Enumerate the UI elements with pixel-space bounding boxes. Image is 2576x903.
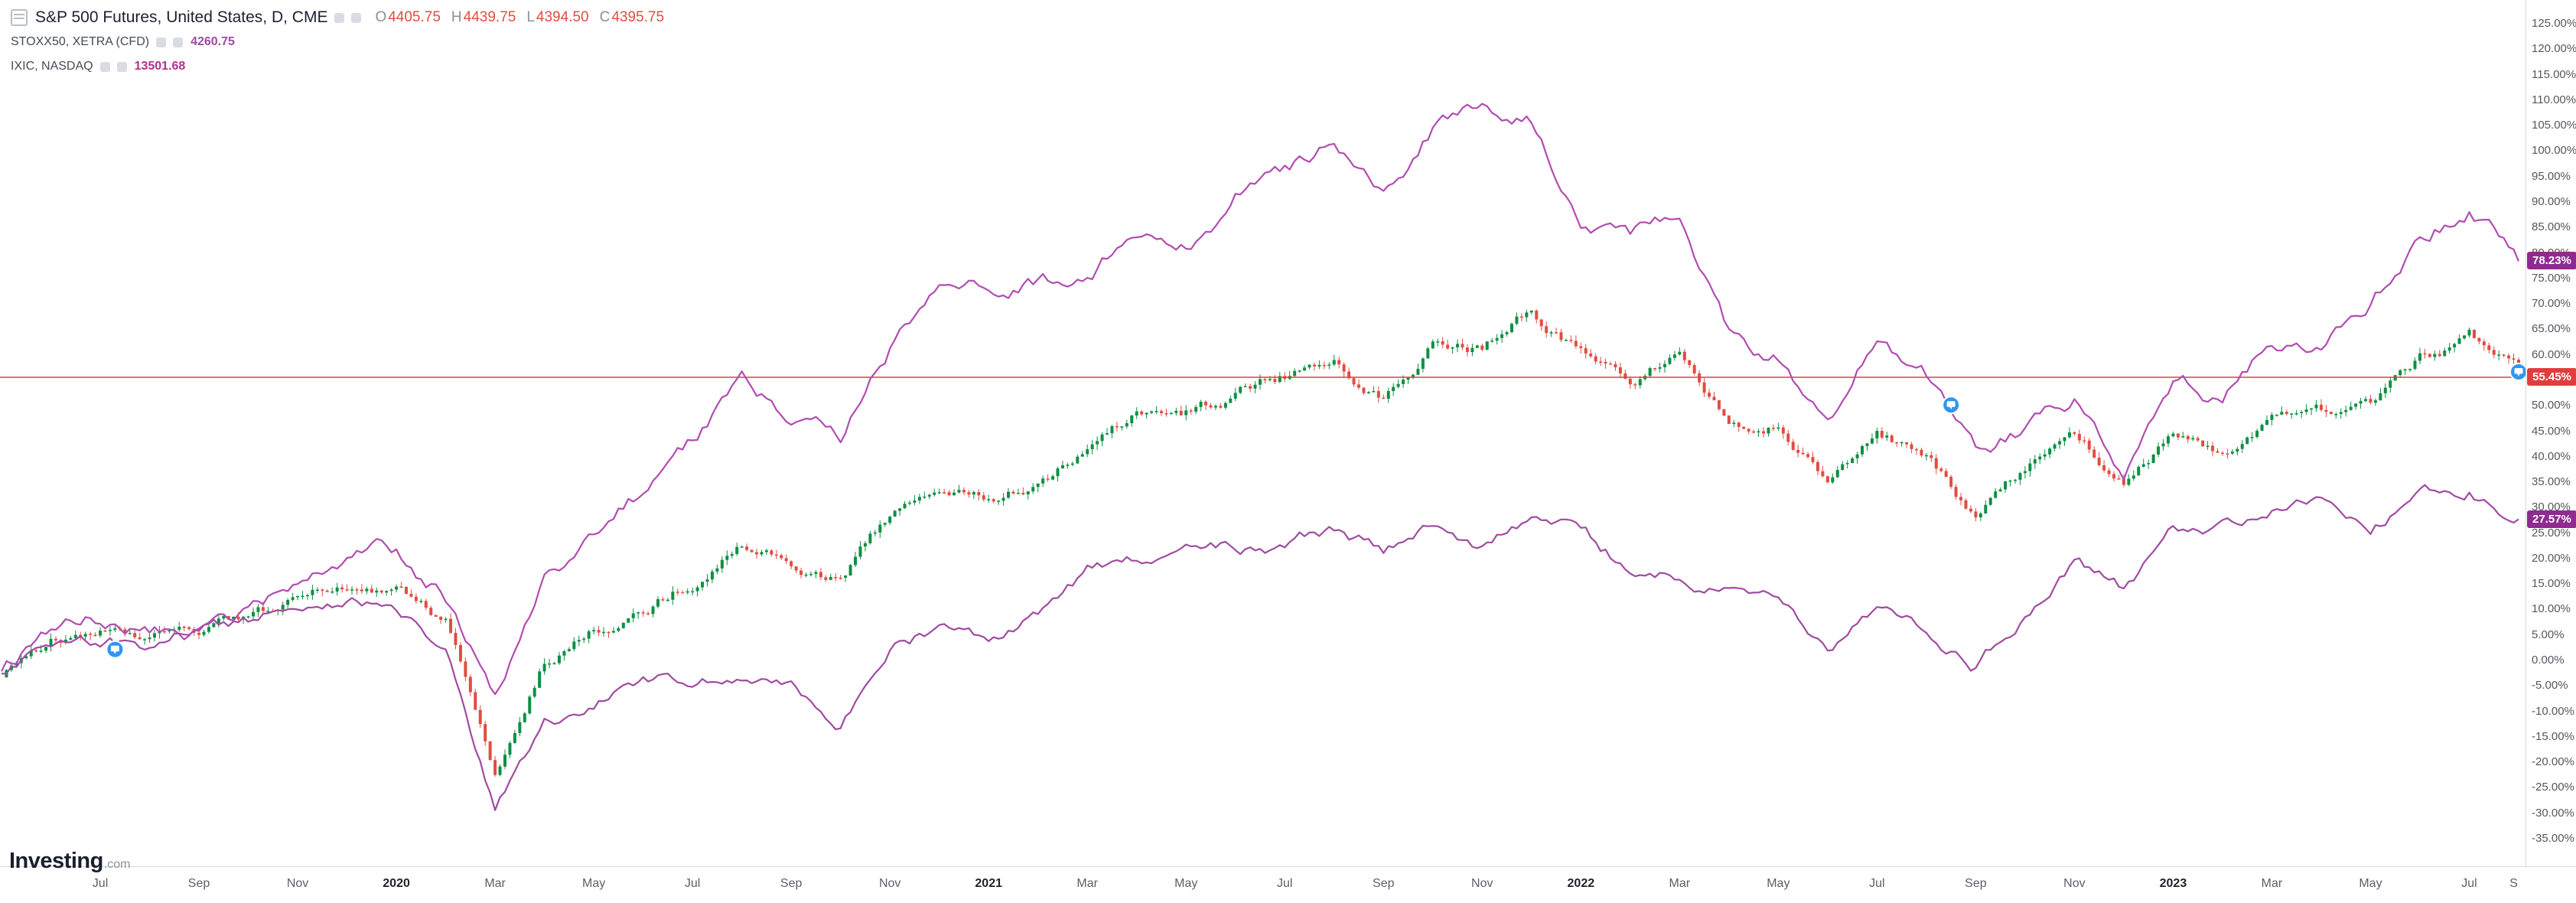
time-axis-month-label: Nov bbox=[2063, 877, 2086, 890]
price-axis-label: -30.00% bbox=[2532, 806, 2574, 820]
price-axis-label: 25.00% bbox=[2532, 526, 2571, 540]
time-axis-year-label: 2023 bbox=[2159, 877, 2187, 890]
overlay-name-ixic: IXIC, NASDAQ bbox=[11, 60, 93, 73]
time-axis[interactable]: Jul Sep Nov 2020 Mar May Jul Sep Nov 2021 Mar May Ju… bbox=[0, 866, 2576, 903]
time-axis-month-label: Sep bbox=[187, 877, 210, 890]
time-axis-month-label: Mar bbox=[2261, 877, 2283, 890]
low-value: 4394.50 bbox=[536, 9, 589, 25]
ohlc-readout: O 4405.75 H 4439.75 L 4394.50 C 4395.75 bbox=[375, 9, 675, 26]
time-axis-month-label: Nov bbox=[286, 877, 309, 890]
time-axis-month-label: Mar bbox=[1669, 877, 1691, 890]
time-axis-month-label: May bbox=[1767, 877, 1790, 890]
overlay-line bbox=[1, 484, 2519, 811]
price-axis-label: 15.00% bbox=[2532, 577, 2571, 591]
price-axis-label: -20.00% bbox=[2532, 755, 2574, 769]
price-tag: 27.57% bbox=[2527, 510, 2576, 528]
price-axis-label: 95.00% bbox=[2532, 169, 2571, 183]
time-axis-month-label: Jul bbox=[92, 877, 109, 890]
price-axis-label: 45.00% bbox=[2532, 424, 2571, 438]
price-axis-label: 70.00% bbox=[2532, 297, 2571, 311]
time-axis-month-label: Jul bbox=[1869, 877, 1885, 890]
price-axis-label: 100.00% bbox=[2532, 144, 2576, 158]
price-axis-label: -35.00% bbox=[2532, 832, 2574, 845]
logo-brand-text: Investing bbox=[9, 849, 103, 873]
time-axis-month-label: S bbox=[2509, 877, 2518, 890]
close-label: C bbox=[599, 9, 611, 25]
time-axis-year-label: 2021 bbox=[975, 877, 1002, 890]
price-axis-label: 50.00% bbox=[2532, 399, 2571, 412]
time-axis-month-label: Jul bbox=[684, 877, 701, 890]
time-axis-month-label: May bbox=[581, 877, 606, 890]
investing-logo: Investing .com bbox=[9, 849, 130, 874]
time-axis-month-label: May bbox=[1174, 877, 1198, 890]
price-tag: 78.23% bbox=[2527, 252, 2576, 270]
open-label: O bbox=[375, 9, 387, 25]
overlay-settings-icon[interactable] bbox=[116, 61, 127, 72]
overlay-name-stoxx: STOXX50, XETRA (CFD) bbox=[11, 35, 150, 48]
price-axis-label: 65.00% bbox=[2532, 322, 2571, 336]
time-axis-year-label: 2020 bbox=[383, 877, 410, 890]
high-label: H bbox=[451, 9, 462, 25]
chart-style-icon[interactable] bbox=[334, 12, 345, 23]
legend-main-row: S&P 500 Futures, United States, D, CME O… bbox=[11, 6, 675, 29]
time-axis-year-label: 2022 bbox=[1567, 877, 1595, 890]
legend-overlay-row-stoxx: STOXX50, XETRA (CFD) 4260.75 bbox=[11, 31, 675, 54]
high-value: 4439.75 bbox=[463, 9, 516, 25]
time-axis-month-label: Mar bbox=[1076, 877, 1098, 890]
candlestick-series bbox=[5, 309, 2520, 777]
time-axis-month-label: Sep bbox=[1373, 877, 1395, 890]
time-axis-month-label: Nov bbox=[878, 877, 901, 890]
price-axis-label: -25.00% bbox=[2532, 781, 2574, 794]
time-axis-month-label: Sep bbox=[780, 877, 803, 890]
price-axis-label: 125.00% bbox=[2532, 17, 2576, 30]
symbol-title: S&P 500 Futures, United States, D, CME bbox=[35, 8, 328, 26]
price-axis-label: -15.00% bbox=[2532, 729, 2574, 743]
overlay-visibility-icon[interactable] bbox=[99, 61, 110, 72]
overlay-value-stoxx: 4260.75 bbox=[191, 35, 235, 48]
price-axis-label: 40.00% bbox=[2532, 449, 2571, 463]
price-axis-label: 120.00% bbox=[2532, 42, 2576, 56]
price-axis-label: 5.00% bbox=[2532, 628, 2565, 641]
symbol-panel-icon[interactable] bbox=[11, 9, 28, 26]
time-axis-month-label: Jul bbox=[2461, 877, 2477, 890]
price-axis-label: 85.00% bbox=[2532, 220, 2571, 234]
price-axis-label: 10.00% bbox=[2532, 602, 2571, 616]
overlay-line-series bbox=[1, 103, 2520, 811]
note-marker-icon[interactable] bbox=[1942, 396, 1961, 415]
price-tag: 55.45% bbox=[2527, 367, 2576, 386]
price-axis-label: -5.00% bbox=[2532, 679, 2568, 693]
price-axis-label: 35.00% bbox=[2532, 475, 2571, 489]
time-axis-month-label: Nov bbox=[1471, 877, 1493, 890]
overlay-settings-icon[interactable] bbox=[173, 37, 184, 47]
price-axis-label: 60.00% bbox=[2532, 347, 2571, 361]
note-marker-icon[interactable] bbox=[106, 640, 125, 659]
price-axis-label: 75.00% bbox=[2532, 271, 2571, 285]
logo-suffix-text: .com bbox=[103, 858, 131, 871]
overlay-value-ixic: 13501.68 bbox=[134, 60, 186, 73]
close-value: 4395.75 bbox=[611, 9, 665, 25]
time-axis-month-label: Mar bbox=[484, 877, 506, 890]
price-axis-label: 90.00% bbox=[2532, 194, 2571, 208]
time-axis-month-label: Jul bbox=[1277, 877, 1293, 890]
price-axis-label: -10.00% bbox=[2532, 704, 2574, 718]
event-markers bbox=[106, 362, 2528, 659]
chart-legend: S&P 500 Futures, United States, D, CME O… bbox=[11, 6, 675, 78]
price-axis-label: 105.00% bbox=[2532, 119, 2576, 132]
price-axis-label: 115.00% bbox=[2532, 67, 2576, 81]
overlay-line bbox=[1, 103, 2520, 696]
low-label: L bbox=[526, 9, 535, 25]
legend-overlay-row-ixic: IXIC, NASDAQ 13501.68 bbox=[11, 55, 675, 78]
open-value: 4405.75 bbox=[388, 9, 441, 25]
price-axis-label: 20.00% bbox=[2532, 551, 2571, 565]
overlay-visibility-icon[interactable] bbox=[156, 37, 167, 47]
price-axis-label: 0.00% bbox=[2532, 654, 2565, 667]
indicator-settings-icon[interactable] bbox=[351, 12, 362, 23]
time-axis-month-label: May bbox=[2359, 877, 2382, 890]
price-axis[interactable]: 125.00% 120.00% 115.00% 110.00% 105.00% 100.0… bbox=[2526, 0, 2576, 866]
note-marker-icon[interactable] bbox=[2509, 362, 2528, 381]
price-axis-label: 110.00% bbox=[2532, 93, 2576, 106]
time-axis-month-label: Sep bbox=[1965, 877, 1987, 890]
